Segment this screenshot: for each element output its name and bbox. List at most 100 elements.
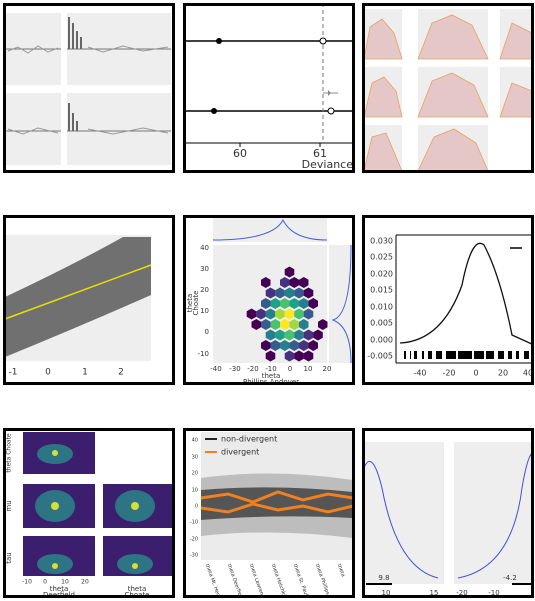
x-tick: -1 xyxy=(9,368,18,378)
x-label: Deviance xyxy=(302,158,354,171)
hex-cell xyxy=(261,319,271,330)
hex-cell xyxy=(294,329,304,341)
hex-cell xyxy=(289,319,299,330)
hex-cell xyxy=(265,329,276,341)
row-label: theta Choate xyxy=(6,433,13,472)
y-tick: 30 xyxy=(200,265,209,273)
thumbnail-regression[interactable]: -1 0 1 2 xyxy=(3,215,175,385)
x-tick: -40 xyxy=(413,369,426,378)
thumbnail-kde-rug[interactable]: 0.030 0.025 0.020 0.015 0.010 0.005 0.00… xyxy=(362,215,534,385)
x-tick: 0 xyxy=(288,365,292,373)
x-tick: -10 xyxy=(22,579,32,586)
annotation: 9.8 xyxy=(378,574,389,582)
y-tick: 40 xyxy=(200,244,209,252)
y-sublabel: Choate xyxy=(192,291,200,316)
x-label: theta xyxy=(128,585,147,593)
hex-cell xyxy=(303,308,314,320)
x-tick: 0 xyxy=(473,369,478,378)
x-tick: 20 xyxy=(81,579,89,586)
x-label: Deerfield xyxy=(43,591,75,598)
thumbnail-autocorr[interactable] xyxy=(3,3,175,173)
thumbnail-deviance[interactable]: 60 61 Deviance xyxy=(183,3,355,173)
x-tick: 10 xyxy=(304,365,313,373)
hex-cell xyxy=(261,298,271,309)
x-tick: 10 xyxy=(61,579,69,586)
thumbnail-density-grid[interactable] xyxy=(362,3,534,173)
x-label: Choate xyxy=(125,591,150,598)
x-tick: theta xyxy=(336,563,346,577)
hex-cell xyxy=(289,277,299,288)
x-tick: -30 xyxy=(229,365,240,373)
y-tick: 0.005 xyxy=(370,319,393,328)
y-tick: -10 xyxy=(198,350,209,358)
hex-cell xyxy=(261,277,271,288)
x-tick: -20 xyxy=(456,589,467,597)
y-tick: 30 xyxy=(192,455,198,461)
hex-cell xyxy=(303,287,314,299)
hex-cell xyxy=(270,298,280,309)
y-tick: 20 xyxy=(200,286,209,294)
thumbnail-parallel[interactable]: non-divergent divergent 40 30 20 10 0 -1… xyxy=(183,428,355,598)
y-tick: 0.030 xyxy=(370,237,393,246)
hex-cell xyxy=(284,287,295,299)
x-tick: 0 xyxy=(45,368,51,378)
hex-cell xyxy=(294,350,304,362)
y-tick: 0.010 xyxy=(370,303,393,312)
hex-cell xyxy=(265,287,276,299)
hex-cell xyxy=(303,350,314,362)
x-tick: 20 xyxy=(323,365,332,373)
x-tick: 20 xyxy=(498,369,508,378)
hex-cell xyxy=(275,287,285,299)
y-tick: -20 xyxy=(190,537,198,543)
hex-cell xyxy=(251,319,261,330)
hex-cell xyxy=(270,319,280,330)
row-label: mu xyxy=(5,500,13,511)
hex-cell xyxy=(270,340,280,351)
x-tick: -10 xyxy=(265,365,276,373)
hex-cell xyxy=(284,350,295,362)
x-tick: 10 xyxy=(382,589,391,597)
y-tick: 0.025 xyxy=(370,253,393,262)
x-tick: 0 xyxy=(43,579,47,586)
thumbnail-pair[interactable]: theta Choate mu tau -10 0 10 20 theta De… xyxy=(3,428,175,598)
hex-cell xyxy=(294,308,304,320)
y-label: theta xyxy=(186,294,194,313)
hex-cell xyxy=(280,319,290,330)
hex-cell xyxy=(299,298,309,309)
y-tick: 0.000 xyxy=(370,336,393,345)
x-label: theta xyxy=(50,585,69,593)
hex-cell xyxy=(289,298,299,309)
hex-cell xyxy=(308,298,318,309)
thumbnail-hexbin[interactable]: 40 30 20 10 0 -10 -40 -30 -20 -10 0 10 2… xyxy=(183,215,355,385)
y-tick: 0 xyxy=(195,504,198,510)
hex-cell xyxy=(303,329,314,341)
y-tick: 0 xyxy=(205,328,209,336)
hex-cell xyxy=(256,308,266,320)
x-tick: -40 xyxy=(210,365,221,373)
y-tick: 20 xyxy=(192,471,198,477)
x-tick: 15 xyxy=(430,589,439,597)
hex-cell xyxy=(289,340,299,351)
thumbnail-posterior[interactable]: 9.8 -4.2 10 15 -20 -10 xyxy=(362,428,534,598)
annotation: -4.2 xyxy=(503,574,517,582)
y-tick: 0.015 xyxy=(370,286,393,295)
hex-cell xyxy=(261,340,271,351)
y-tick: 0.020 xyxy=(370,270,393,279)
y-tick: -30 xyxy=(190,553,198,559)
hex-cell xyxy=(299,340,309,351)
hex-cell xyxy=(294,287,304,299)
hex-cell xyxy=(284,329,295,341)
hex-cell xyxy=(280,298,290,309)
row-label: tau xyxy=(5,552,13,563)
hex-cell xyxy=(280,340,290,351)
hex-cell xyxy=(284,266,295,278)
hex-cell xyxy=(299,277,309,288)
hex-cell xyxy=(275,329,285,341)
x-tick: 61 xyxy=(313,147,327,160)
x-tick: 60 xyxy=(233,147,247,160)
hex-cell xyxy=(318,319,328,330)
hex-cell xyxy=(299,319,309,330)
x-tick: -20 xyxy=(247,365,258,373)
hex-cell xyxy=(313,329,323,341)
y-tick: 10 xyxy=(200,307,209,315)
